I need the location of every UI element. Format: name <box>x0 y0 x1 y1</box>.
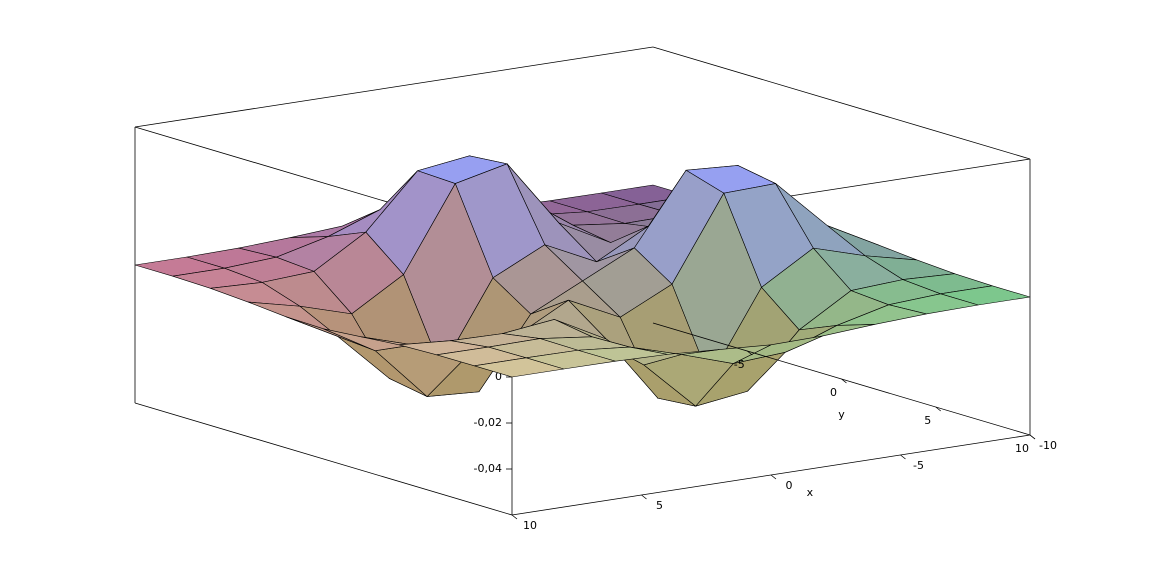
x-tick <box>900 454 906 460</box>
x-tick <box>641 494 647 500</box>
z-tick-label: -0,02 <box>474 416 502 429</box>
z-tick-label: -0,04 <box>474 462 502 475</box>
x-tick <box>770 474 777 480</box>
y-tick <box>935 406 941 412</box>
box-edge <box>134 46 654 128</box>
x-tick-label: 5 <box>656 499 663 512</box>
surface-patch <box>474 357 564 378</box>
y-tick <box>1029 434 1036 440</box>
x-tick-label: 10 <box>523 519 537 532</box>
y-tick-label: 10 <box>1015 442 1029 455</box>
x-tick-label: -5 <box>913 459 924 472</box>
y-tick-label: 0 <box>830 386 837 399</box>
x-tick-label: 0 <box>786 479 793 492</box>
x-axis-label: x <box>807 486 814 499</box>
y-axis-label: y <box>838 408 845 421</box>
x-tick-label: -10 <box>1039 439 1057 452</box>
y-tick <box>747 350 753 356</box>
y-tick-label: 5 <box>924 414 931 427</box>
z-tick-label: 0 <box>495 370 502 383</box>
box-edge <box>652 46 1031 160</box>
box-edge <box>134 402 513 516</box>
x-tick <box>511 514 518 520</box>
y-tick <box>841 378 847 384</box>
y-tick-label: -5 <box>734 358 745 371</box>
